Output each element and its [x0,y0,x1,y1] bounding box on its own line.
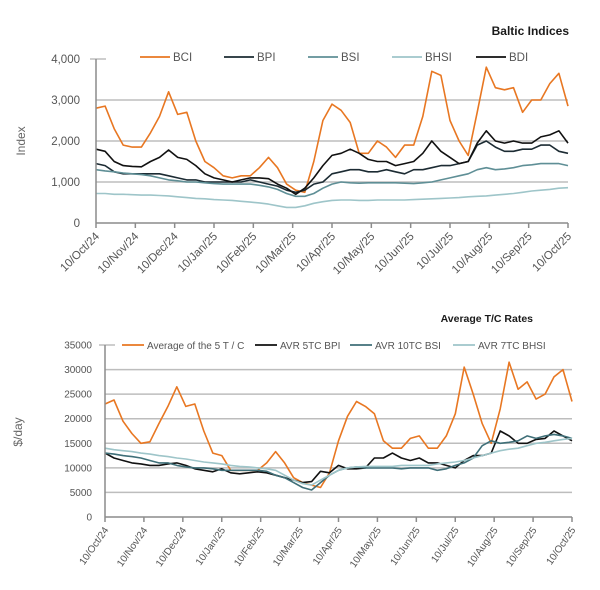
legend-item: BSI [308,52,360,64]
legend-item: BPI [224,52,276,64]
legend-item: AVR 10TC BSI [350,341,441,352]
x-tick-label: 10/Jul/25 [415,231,456,272]
average-tc-rates-chart: Average T/C Rates 0 5000 10000 15000 20000 25… [11,313,579,570]
y-tick-label: 5000 [70,488,93,499]
legend: Average of the 5 T / C AVR 5TC BPI AVR 10T… [122,341,546,352]
legend-label: BDI [509,52,528,64]
x-tick-label: 10/Mar/25 [254,231,299,276]
y-tick-label: 3,000 [51,95,80,107]
baltic-indices-chart: Baltic Indices 0 1,000 2,000 3,000 4,000 Ind… [14,24,574,277]
chart-title: Average T/C Rates [441,313,534,325]
series-line-bdi [95,130,569,196]
x-tick-labels: 10/Oct/2410/Nov/2410/Dec/2410/Jan/2510/F… [58,230,574,277]
x-tick-label: 10/Oct/25 [545,525,579,567]
series-line-bci [95,66,569,194]
legend-label: AVR 10TC BSI [375,341,441,352]
x-tick-label: 10/Jun/25 [389,525,423,568]
x-tick-label: 10/Aug/25 [465,525,500,569]
x-tick-label: 10/Jun/25 [373,231,417,275]
x-tick-label: 10/Oct/24 [78,525,112,567]
y-axis-label: $/day [11,417,25,446]
series-line-bpi [95,140,569,194]
y-tick-label: 20000 [64,414,92,425]
legend-label: BPI [257,52,276,64]
x-tick-label: 10/Jan/25 [176,231,220,275]
legend-label: AVR 7TC BHSI [478,341,546,352]
x-tick-label: 10/Oct/25 [530,231,574,275]
y-tick-label: 2,000 [51,136,80,148]
x-tick-label: 10/May/25 [331,231,377,277]
x-tick-label: 10/Feb/25 [214,231,259,276]
x-tick-label: 10/Sep/25 [489,231,535,277]
legend-item: BHSI [392,52,452,64]
gridlines [90,58,568,183]
x-tick-label: 10/Dec/24 [135,230,181,276]
legend-label: BSI [341,52,360,64]
x-tick-label: 10/Dec/24 [154,525,189,569]
x-tick-label: 10/Apr/25 [311,525,345,567]
x-tick-label: 10/Nov/24 [96,230,142,276]
y-tick-label: 0 [74,218,80,230]
y-tick-labels: 0 5000 10000 15000 20000 25000 30000 35000 [64,341,92,524]
x-tick-label: 10/Nov/24 [115,525,150,569]
y-tick-label: 4,000 [51,54,80,66]
x-tick-label: 10/May/25 [348,525,384,570]
legend-item: BCI [140,52,192,64]
series-line-average-of-the-5-t-c [104,361,573,489]
x-tick-label: 10/Sep/25 [504,525,539,569]
x-tick-label: 10/Jul/25 [429,525,462,565]
x-tick-label: 10/Feb/25 [232,525,267,569]
legend: BCI BPI BSI BHSI BDI [140,52,528,64]
legend-item: BDI [476,52,528,64]
axes [95,59,569,228]
legend-label: BHSI [425,52,452,64]
chart-title: Baltic Indices [492,24,570,38]
y-tick-labels: 0 1,000 2,000 3,000 4,000 [51,54,80,230]
axes [104,345,573,522]
series-line-bhsi [96,186,569,209]
y-axis-label: Index [14,126,28,155]
legend-item: AVR 5TC BPI [255,341,340,352]
y-tick-label: 25000 [64,390,92,401]
series-lines [104,361,573,491]
legend-label: BCI [173,52,192,64]
x-tick-label: 10/Mar/25 [271,525,306,569]
gridlines [99,344,572,494]
y-tick-label: 30000 [64,365,92,376]
x-tick-label: 10/Jan/25 [194,525,228,568]
series-line-avr-7tc-bhsi [104,437,573,486]
legend-label: AVR 5TC BPI [280,341,340,352]
y-tick-label: 35000 [64,341,92,352]
legend-item: AVR 7TC BHSI [453,341,546,352]
series-line-bsi [95,162,569,198]
series-lines [95,66,569,209]
legend-label: Average of the 5 T / C [147,341,244,352]
series-line-avr-5tc-bpi [104,430,573,484]
y-tick-label: 10000 [64,463,92,474]
y-tick-label: 0 [86,513,92,524]
y-tick-label: 1,000 [51,177,80,189]
x-tick-label: 10/Aug/25 [450,231,496,277]
y-tick-label: 15000 [64,439,92,450]
legend-item: Average of the 5 T / C [122,341,244,352]
